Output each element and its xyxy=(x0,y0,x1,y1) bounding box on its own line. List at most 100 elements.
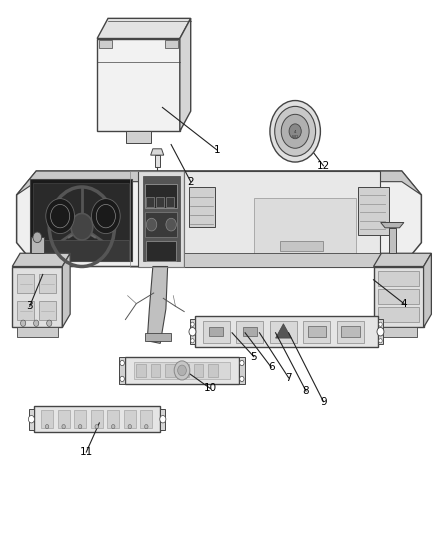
Bar xyxy=(378,289,419,304)
Bar xyxy=(380,327,417,337)
Bar xyxy=(166,197,174,207)
Bar xyxy=(165,364,175,377)
Circle shape xyxy=(92,199,120,233)
Bar xyxy=(134,362,230,379)
Circle shape xyxy=(146,218,157,231)
Circle shape xyxy=(270,101,321,162)
Polygon shape xyxy=(30,179,132,261)
Circle shape xyxy=(174,361,190,380)
Bar xyxy=(358,187,389,235)
Bar xyxy=(39,274,56,293)
Polygon shape xyxy=(12,266,62,327)
Bar xyxy=(125,357,239,384)
Circle shape xyxy=(128,424,131,429)
Bar xyxy=(57,410,70,428)
Bar xyxy=(203,320,230,343)
Polygon shape xyxy=(97,38,180,131)
Bar xyxy=(337,320,364,343)
Bar xyxy=(140,410,152,428)
Text: 12: 12 xyxy=(317,161,330,171)
Bar xyxy=(146,241,176,261)
Bar xyxy=(126,131,151,143)
Bar xyxy=(146,197,154,207)
Bar xyxy=(34,407,160,432)
Polygon shape xyxy=(33,183,129,259)
Text: 10: 10 xyxy=(204,383,217,393)
Circle shape xyxy=(178,365,186,376)
Circle shape xyxy=(34,320,39,326)
Circle shape xyxy=(46,199,74,233)
Bar xyxy=(180,364,189,377)
Bar xyxy=(243,327,257,336)
Circle shape xyxy=(240,376,244,382)
Bar xyxy=(156,197,164,207)
Bar xyxy=(151,364,160,377)
Polygon shape xyxy=(276,324,291,338)
Circle shape xyxy=(281,114,309,148)
Polygon shape xyxy=(29,409,34,430)
Polygon shape xyxy=(381,222,404,228)
Bar xyxy=(254,198,356,261)
Bar xyxy=(194,364,203,377)
Polygon shape xyxy=(180,18,191,131)
Polygon shape xyxy=(374,253,431,266)
Text: 11: 11 xyxy=(80,447,93,457)
Bar xyxy=(270,320,297,343)
Bar xyxy=(341,326,360,337)
Polygon shape xyxy=(378,319,383,344)
Text: 1: 1 xyxy=(213,145,220,155)
Polygon shape xyxy=(62,253,70,327)
Circle shape xyxy=(120,360,124,366)
Bar xyxy=(237,320,263,343)
Circle shape xyxy=(379,322,382,326)
Circle shape xyxy=(71,214,93,240)
Polygon shape xyxy=(145,333,171,341)
Circle shape xyxy=(120,376,124,382)
Circle shape xyxy=(78,424,82,429)
Text: 2: 2 xyxy=(187,176,194,187)
Bar xyxy=(74,410,86,428)
Bar xyxy=(308,326,326,337)
Bar xyxy=(107,410,119,428)
Bar xyxy=(209,327,223,336)
Bar xyxy=(31,237,44,253)
Bar xyxy=(184,253,380,266)
Circle shape xyxy=(21,320,26,326)
Bar xyxy=(91,410,103,428)
Text: 7: 7 xyxy=(285,373,292,383)
Bar xyxy=(195,317,378,347)
Circle shape xyxy=(33,232,42,243)
Polygon shape xyxy=(151,149,164,155)
Text: 9: 9 xyxy=(320,397,327,407)
Circle shape xyxy=(46,424,49,429)
Polygon shape xyxy=(143,176,180,261)
Circle shape xyxy=(191,322,194,326)
Circle shape xyxy=(377,327,384,336)
Text: 6: 6 xyxy=(268,362,275,372)
Bar xyxy=(153,177,161,184)
Circle shape xyxy=(166,218,177,231)
Circle shape xyxy=(62,424,65,429)
Text: 5: 5 xyxy=(251,352,257,361)
Bar xyxy=(41,410,53,428)
Bar xyxy=(378,308,419,322)
Bar xyxy=(239,357,245,384)
Circle shape xyxy=(47,320,52,326)
Text: 8: 8 xyxy=(303,386,309,396)
Polygon shape xyxy=(424,253,431,327)
Bar xyxy=(188,187,215,227)
Bar xyxy=(39,301,56,319)
Polygon shape xyxy=(184,171,380,266)
Polygon shape xyxy=(374,266,424,327)
Bar xyxy=(18,301,34,319)
Bar xyxy=(208,364,218,377)
Polygon shape xyxy=(97,18,191,38)
Bar xyxy=(145,212,177,237)
Polygon shape xyxy=(147,266,168,343)
Bar xyxy=(304,320,330,343)
Bar xyxy=(119,357,125,384)
Circle shape xyxy=(240,360,244,366)
Bar xyxy=(145,184,177,208)
Bar xyxy=(378,271,419,286)
Circle shape xyxy=(112,424,115,429)
